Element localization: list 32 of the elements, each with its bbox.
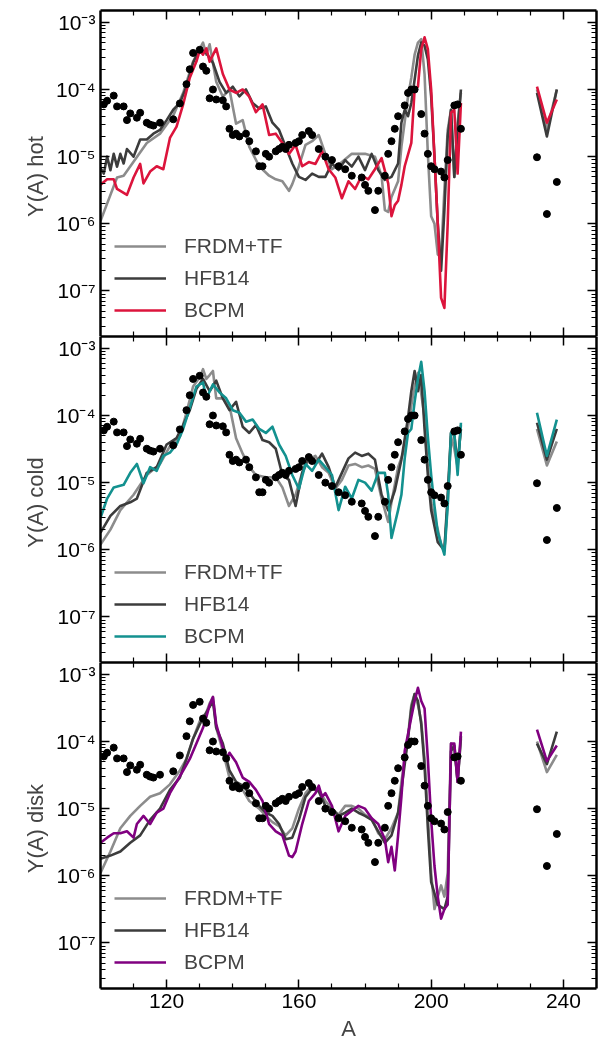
y-tick-label: 10⁻³ xyxy=(58,10,96,34)
y-tick-label: 10⁻⁴ xyxy=(56,77,96,101)
y-tick-label: 10⁻³ xyxy=(58,662,96,686)
y-tick-label: 10⁻⁷ xyxy=(57,605,96,629)
x-tick-label: 200 xyxy=(413,988,449,1012)
y-tick-label: 10⁻⁵ xyxy=(56,471,96,495)
legend-label: FRDM+TF xyxy=(184,234,283,258)
y-tick-label: 10⁻⁷ xyxy=(57,931,96,955)
legend-label: HFB14 xyxy=(184,266,250,290)
y-tick-label: 10⁻⁶ xyxy=(56,864,96,888)
y-axis-title: Y(A) cold xyxy=(23,457,49,548)
y-tick-label: 10⁻⁴ xyxy=(56,729,96,753)
legend-label: FRDM+TF xyxy=(184,560,283,584)
legend-label: HFB14 xyxy=(184,918,250,942)
y-axis-title: Y(A) disk xyxy=(23,782,49,874)
x-axis-title: A xyxy=(341,1015,357,1041)
y-tick-label: 10⁻⁶ xyxy=(56,538,96,562)
y-tick-label: 10⁻³ xyxy=(58,336,96,360)
y-tick-label: 10⁻⁵ xyxy=(56,797,96,821)
legend-label: FRDM+TF xyxy=(184,886,283,910)
x-tick-label: 160 xyxy=(281,988,317,1012)
y-axis-title: Y(A) hot xyxy=(23,136,49,217)
x-tick-label: 120 xyxy=(149,988,185,1012)
y-tick-label: 10⁻⁶ xyxy=(56,212,96,236)
legend-label: BCPM xyxy=(184,298,245,322)
y-tick-label: 10⁻⁴ xyxy=(56,403,96,427)
y-tick-label: 10⁻⁷ xyxy=(57,279,96,303)
x-tick-label: 240 xyxy=(545,988,581,1012)
legend-label: BCPM xyxy=(184,950,245,974)
legend-label: BCPM xyxy=(184,624,245,648)
legend-label: HFB14 xyxy=(184,592,250,616)
y-tick-label: 10⁻⁵ xyxy=(56,145,96,169)
